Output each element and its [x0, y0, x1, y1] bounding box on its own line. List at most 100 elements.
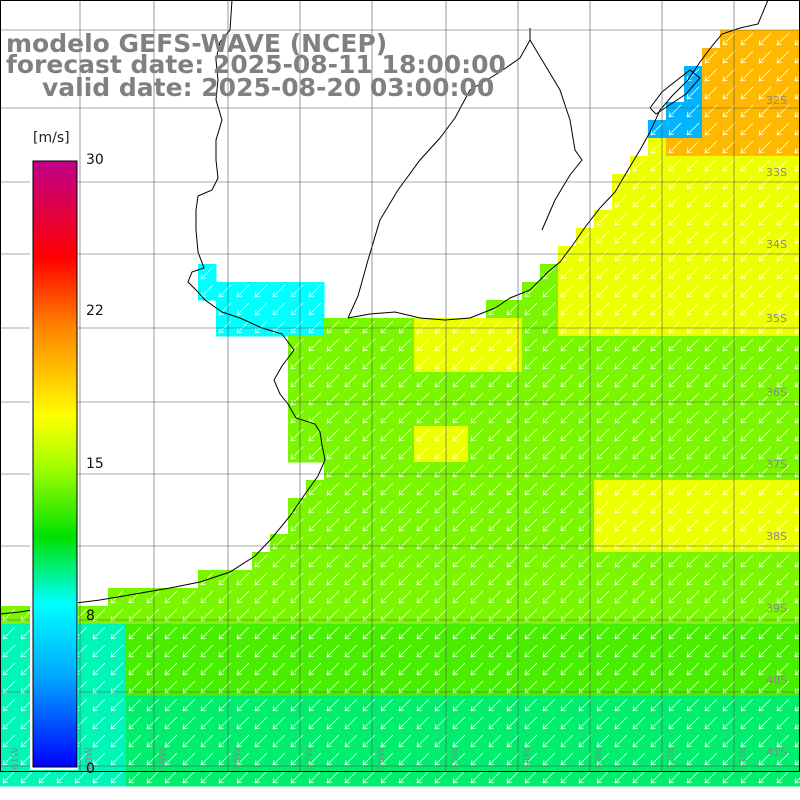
wind-arrow [488, 464, 502, 478]
wind-arrow [578, 266, 592, 280]
wind-arrow [524, 590, 538, 604]
wind-arrow [308, 662, 322, 676]
wind-arrow [758, 554, 772, 568]
wind-arrow [326, 662, 340, 676]
wind-arrow [668, 716, 682, 730]
wind-arrow [272, 644, 286, 658]
wind-arrow [758, 752, 772, 766]
wind-arrow [416, 698, 430, 712]
colorbar-tick-label: 0 [86, 761, 95, 777]
wind-arrow [200, 698, 214, 712]
wind-arrow [614, 248, 628, 262]
wind-arrow [344, 554, 358, 568]
wind-arrow [362, 428, 376, 442]
wind-arrow [596, 320, 610, 334]
wind-arrow [380, 500, 394, 514]
wind-arrow [722, 410, 736, 424]
wind-arrow [740, 320, 754, 334]
wind-arrow [362, 374, 376, 388]
wind-arrow [776, 536, 790, 550]
wind-arrow [758, 644, 772, 658]
wind-arrow [632, 356, 646, 370]
wind-arrow [722, 104, 736, 118]
wind-arrow [236, 752, 250, 766]
wind-arrow [488, 446, 502, 460]
wind-arrow [560, 698, 574, 712]
wind-arrow [704, 248, 718, 262]
wind-arrow [542, 716, 556, 730]
wind-arrow [236, 716, 250, 730]
wind-arrow [650, 320, 664, 334]
wind-arrow [560, 392, 574, 406]
wind-arrow [740, 500, 754, 514]
wind-arrow [524, 446, 538, 460]
longitude-label: 53W [594, 747, 605, 770]
wind-arrow [524, 338, 538, 352]
wind-arrow [380, 482, 394, 496]
wind-arrow [470, 626, 484, 640]
wind-arrow [452, 572, 466, 586]
wind-arrow [614, 212, 628, 226]
wind-arrow [740, 248, 754, 262]
wind-arrow [686, 554, 700, 568]
wind-arrow [596, 356, 610, 370]
wind-arrow [722, 464, 736, 478]
wind-arrow [452, 752, 466, 766]
wind-arrow [290, 536, 304, 550]
wind-arrow [704, 662, 718, 676]
wind-arrow [398, 482, 412, 496]
wind-arrow [686, 284, 700, 298]
wind-arrow [722, 752, 736, 766]
wind-speed-cell [792, 660, 800, 679]
wind-arrow [434, 518, 448, 532]
wind-arrow [560, 410, 574, 424]
wind-arrow [596, 338, 610, 352]
wind-speed-cell [792, 120, 800, 139]
wind-speed-cell [792, 66, 800, 85]
wind-arrow [344, 446, 358, 460]
wind-arrow [560, 356, 574, 370]
wind-arrow [704, 302, 718, 316]
latitude-label: 36S [766, 386, 787, 399]
wind-arrow [578, 284, 592, 298]
wind-arrow [614, 356, 628, 370]
wind-arrow [650, 374, 664, 388]
wind-arrow [596, 428, 610, 442]
wind-arrow [776, 518, 790, 532]
wind-arrow [722, 590, 736, 604]
wind-arrow [398, 644, 412, 658]
wind-arrow [542, 662, 556, 676]
wind-arrow [344, 770, 358, 784]
wind-arrow [758, 590, 772, 604]
wind-arrow [758, 230, 772, 244]
wind-arrow [740, 284, 754, 298]
wind-arrow [740, 752, 754, 766]
wind-arrow [722, 716, 736, 730]
wind-arrow [2, 644, 16, 658]
wind-arrow [578, 518, 592, 532]
wind-arrow [704, 86, 718, 100]
wind-arrow [776, 770, 790, 784]
wind-arrow [488, 500, 502, 514]
wind-arrow [452, 554, 466, 568]
wind-arrow [776, 32, 790, 46]
wind-arrow [614, 752, 628, 766]
wind-speed-cell [792, 246, 800, 265]
wind-arrow [632, 698, 646, 712]
wind-arrow [452, 644, 466, 658]
wind-arrow [560, 662, 574, 676]
wind-arrow [326, 428, 340, 442]
wind-arrow [416, 320, 430, 334]
wind-arrow [632, 716, 646, 730]
wind-arrow [560, 716, 574, 730]
wind-arrow [542, 734, 556, 748]
wind-arrow [758, 50, 772, 64]
wind-speed-cell [792, 372, 800, 391]
wind-arrow [740, 554, 754, 568]
wind-arrow [758, 464, 772, 478]
wind-arrow [632, 302, 646, 316]
wind-arrow [614, 662, 628, 676]
wind-arrow [560, 428, 574, 442]
wind-arrow [2, 662, 16, 676]
wind-arrow [362, 446, 376, 460]
